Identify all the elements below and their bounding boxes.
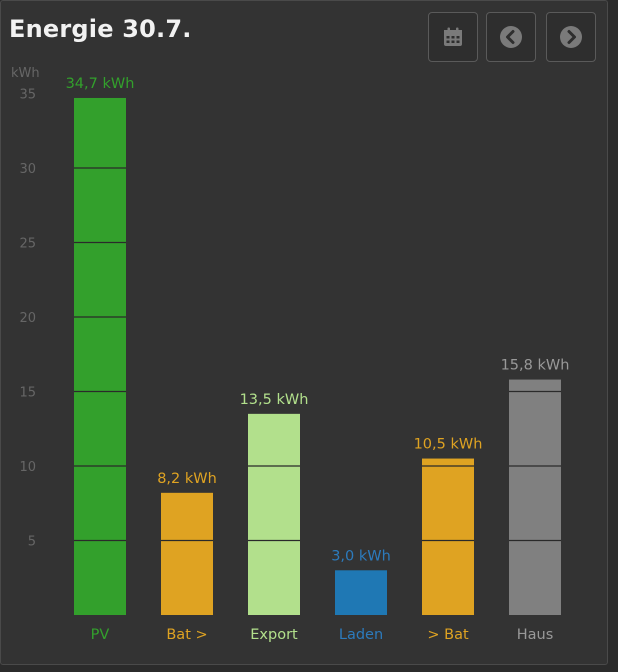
y-axis-unit: kWh <box>11 66 40 81</box>
category-labels: PV Bat > Export Laden > Bat Haus <box>91 627 554 643</box>
value-label: 15,8 kWh <box>501 358 570 374</box>
energy-bar-chart: kWh 5 10 15 20 25 30 35 34,7 kWh 8,2 kWh 13,5 kW… <box>11 66 570 643</box>
y-tick-label: 10 <box>19 460 36 475</box>
category-label: Haus <box>517 627 554 643</box>
category-label: PV <box>91 627 110 643</box>
energy-panel: Energie 30.7. kWh <box>0 0 608 665</box>
bars <box>74 97 561 616</box>
next-day-button[interactable] <box>546 12 596 62</box>
y-tick-label: 20 <box>19 311 36 326</box>
value-label: 8,2 kWh <box>157 471 217 487</box>
calendar-icon <box>444 27 462 46</box>
page-title: Energie 30.7. <box>9 15 192 43</box>
chevron-left-circle-icon <box>500 26 522 48</box>
y-tick-label: 15 <box>19 386 36 401</box>
y-tick-label: 30 <box>19 162 36 177</box>
value-label: 10,5 kWh <box>414 437 483 453</box>
bar[interactable] <box>248 413 300 615</box>
chevron-right-circle-icon <box>560 26 582 48</box>
y-axis-ticks: 5 10 15 20 25 30 35 <box>19 88 36 550</box>
bar[interactable] <box>74 97 126 616</box>
value-label: 3,0 kWh <box>331 548 391 564</box>
bar[interactable] <box>422 458 474 615</box>
value-label: 34,7 kWh <box>66 76 135 92</box>
value-label: 13,5 kWh <box>240 392 309 408</box>
y-tick-label: 25 <box>19 237 36 252</box>
bar[interactable] <box>509 379 561 615</box>
bar[interactable] <box>161 492 213 615</box>
y-tick-label: 35 <box>19 88 36 103</box>
category-label: Bat > <box>166 627 207 643</box>
previous-day-button[interactable] <box>486 12 536 62</box>
category-label: > Bat <box>427 627 469 643</box>
value-labels: 34,7 kWh 8,2 kWh 13,5 kWh 3,0 kWh 10,5 kWh 15… <box>66 76 570 564</box>
bar[interactable] <box>335 570 387 615</box>
calendar-button[interactable] <box>428 12 478 62</box>
y-tick-label: 5 <box>28 535 36 550</box>
category-label: Laden <box>339 627 383 643</box>
category-label: Export <box>250 627 298 643</box>
